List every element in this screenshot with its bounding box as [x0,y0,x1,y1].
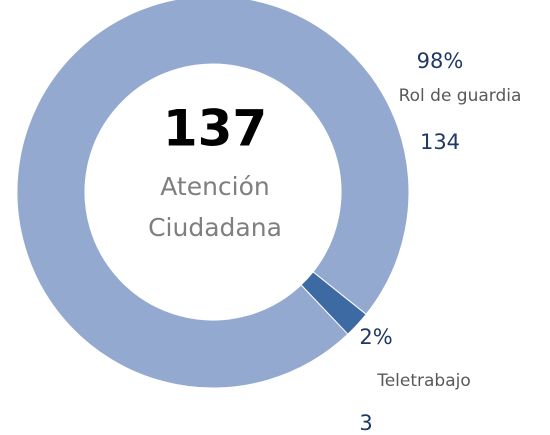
percent-label: 98% [417,49,464,73]
center-label: Ciudadana [148,213,282,242]
percent-label: 2% [359,325,392,349]
category-label: Teletrabajo [376,371,471,391]
donut-slice [300,271,367,335]
category-label: Rol de guardia [399,86,522,106]
value-label: 134 [420,130,460,154]
center-label: Atención [160,172,270,201]
total: 137 [163,100,267,158]
donut-slice [16,0,410,389]
value-label: 3 [359,411,372,435]
